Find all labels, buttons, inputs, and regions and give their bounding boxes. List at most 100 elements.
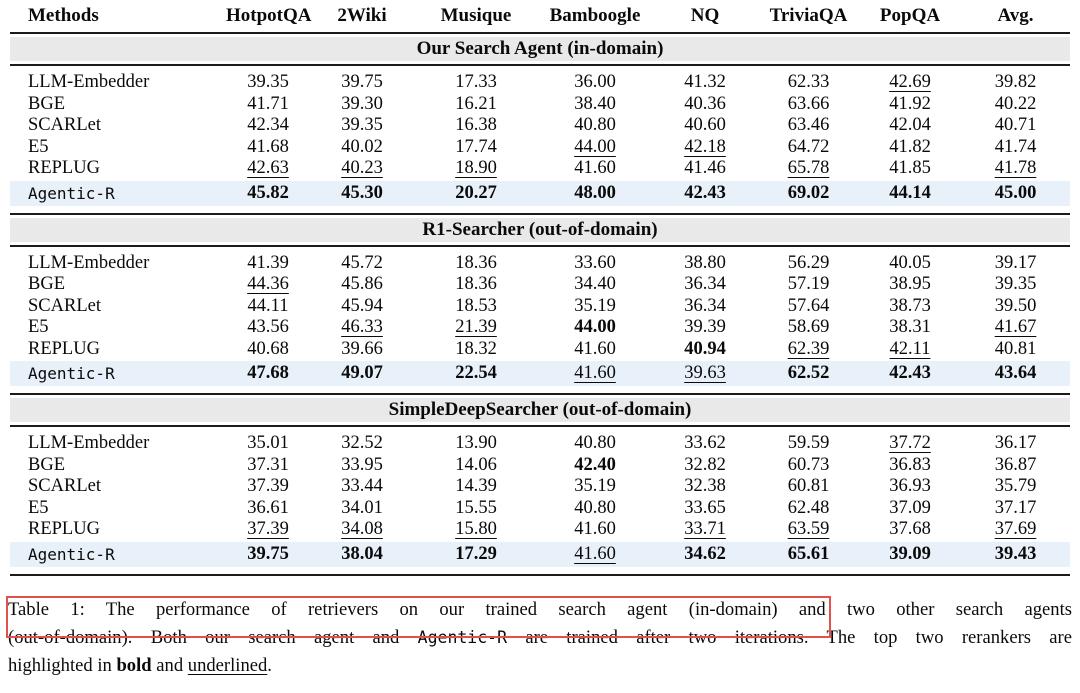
score-value: 45.00 bbox=[994, 182, 1037, 203]
table-row-e5: E5 43.56 46.33 21.39 44.00 39.39 58.69 38.31 41.… bbox=[10, 317, 1070, 339]
score-value: 36.83 bbox=[889, 454, 931, 475]
score-value: 62.52 bbox=[787, 363, 830, 383]
method-name: REPLUG bbox=[28, 519, 100, 540]
score-cell: 18.90 bbox=[414, 158, 538, 179]
score-value: 45.30 bbox=[341, 182, 383, 203]
score-value: 37.17 bbox=[994, 497, 1037, 518]
score-value: 37.69 bbox=[994, 519, 1037, 540]
score-cell: 45.00 bbox=[961, 183, 1070, 204]
table-row-replug: REPLUG 40.68 39.66 18.32 41.60 40.94 62.39 42.1… bbox=[10, 339, 1070, 361]
score-value: 40.71 bbox=[994, 115, 1037, 136]
table-row-scarlet: SCARLet 37.39 33.44 14.39 35.19 32.38 60.81 36.… bbox=[10, 476, 1070, 498]
score-cell: 48.00 bbox=[538, 183, 652, 204]
column-header-hotpotqa: HotpotQA bbox=[226, 5, 312, 27]
score-value: 39.50 bbox=[994, 295, 1037, 316]
table-row-scarlet: SCARLet 42.34 39.35 16.38 40.80 40.60 63.46 42.… bbox=[10, 115, 1070, 137]
score-cell: 40.05 bbox=[859, 253, 961, 274]
score-cell: 45.30 bbox=[310, 183, 414, 204]
score-value: 42.40 bbox=[574, 454, 616, 475]
score-value: 22.54 bbox=[455, 363, 497, 383]
score-cell: 41.60 bbox=[538, 158, 652, 179]
score-cell: 39.39 bbox=[652, 317, 758, 338]
score-cell: 42.43 bbox=[859, 363, 961, 384]
column-header-label: PopQA bbox=[879, 5, 941, 26]
score-value: 39.82 bbox=[994, 72, 1037, 93]
table-row-replug: REPLUG 42.63 40.23 18.90 41.60 41.46 65.78 41.8… bbox=[10, 158, 1070, 180]
score-value: 35.79 bbox=[994, 476, 1037, 497]
score-value: 41.60 bbox=[574, 158, 616, 179]
score-cell: 39.35 bbox=[226, 72, 310, 93]
score-cell: 17.74 bbox=[414, 137, 538, 158]
score-value: 39.35 bbox=[247, 72, 289, 93]
score-value: 45.94 bbox=[341, 295, 383, 316]
score-value: 44.14 bbox=[889, 182, 931, 203]
score-cell: 39.43 bbox=[961, 544, 1070, 565]
column-header-label: 2Wiki bbox=[337, 5, 387, 26]
score-cell: 38.95 bbox=[859, 274, 961, 295]
score-value: 18.90 bbox=[455, 158, 497, 179]
section-rows: LLM-Embedder 39.35 39.75 17.33 36.00 41.32 62.… bbox=[10, 66, 1070, 213]
score-value: 33.62 bbox=[684, 433, 726, 454]
score-cell: 18.36 bbox=[414, 274, 538, 295]
score-value: 63.59 bbox=[787, 519, 830, 540]
score-cell: 42.04 bbox=[859, 115, 961, 136]
score-cell: 44.00 bbox=[538, 317, 652, 338]
column-header-label: NQ bbox=[690, 5, 720, 26]
score-value: 40.22 bbox=[994, 93, 1037, 114]
score-cell: 41.60 bbox=[538, 339, 652, 360]
score-value: 38.04 bbox=[341, 543, 383, 564]
score-cell: 41.67 bbox=[961, 317, 1070, 338]
score-value: 42.63 bbox=[247, 158, 289, 179]
score-cell: 39.50 bbox=[961, 296, 1070, 317]
score-value: 41.71 bbox=[247, 93, 289, 114]
score-cell: 62.33 bbox=[758, 72, 859, 93]
score-cell: 14.39 bbox=[414, 476, 538, 497]
score-cell: 40.22 bbox=[961, 94, 1070, 115]
score-value: 56.29 bbox=[787, 252, 830, 273]
score-value: 33.95 bbox=[341, 454, 383, 475]
score-cell: 34.08 bbox=[310, 519, 414, 540]
section-band-our-search-agent-in-domain: Our Search Agent (in-domain) bbox=[10, 32, 1070, 66]
score-cell: 63.46 bbox=[758, 115, 859, 136]
score-value: 42.34 bbox=[247, 115, 289, 136]
score-value: 18.36 bbox=[455, 252, 497, 273]
score-cell: 58.69 bbox=[758, 317, 859, 338]
score-value: 44.36 bbox=[247, 274, 289, 295]
score-cell: 40.23 bbox=[310, 158, 414, 179]
score-value: 13.90 bbox=[455, 433, 497, 454]
caption-line: (out-of-domain). Both our search agent a… bbox=[8, 624, 1072, 652]
score-value: 36.34 bbox=[684, 274, 726, 295]
score-cell: 15.80 bbox=[414, 519, 538, 540]
score-value: 41.32 bbox=[684, 72, 726, 93]
score-cell: 35.79 bbox=[961, 476, 1070, 497]
score-cell: 33.71 bbox=[652, 519, 758, 540]
score-value: 43.56 bbox=[247, 317, 289, 338]
score-value: 49.07 bbox=[341, 363, 383, 383]
score-value: 37.31 bbox=[247, 454, 289, 475]
score-cell: 57.19 bbox=[758, 274, 859, 295]
score-value: 32.52 bbox=[341, 433, 383, 454]
score-cell: 44.36 bbox=[226, 274, 310, 295]
section-title: SimpleDeepSearcher (out-of-domain) bbox=[10, 398, 1070, 422]
score-cell: 42.11 bbox=[859, 339, 961, 360]
score-value: 37.68 bbox=[889, 519, 931, 540]
score-cell: 33.62 bbox=[652, 433, 758, 454]
score-value: 41.85 bbox=[889, 158, 931, 179]
score-value: 42.18 bbox=[684, 136, 726, 157]
score-value: 17.33 bbox=[455, 72, 497, 93]
score-cell: 39.75 bbox=[310, 72, 414, 93]
score-value: 33.44 bbox=[341, 476, 383, 497]
table-caption: Table 1: The performance of retrievers o… bbox=[8, 596, 1072, 680]
score-cell: 37.31 bbox=[226, 455, 310, 476]
score-value: 17.74 bbox=[455, 136, 497, 157]
score-value: 34.08 bbox=[341, 519, 383, 540]
score-value: 40.68 bbox=[247, 338, 289, 359]
method-name: LLM-Embedder bbox=[28, 433, 150, 454]
score-cell: 41.82 bbox=[859, 137, 961, 158]
score-cell: 40.80 bbox=[538, 115, 652, 136]
score-cell: 37.09 bbox=[859, 498, 961, 519]
section-rows: LLM-Embedder 35.01 32.52 13.90 40.80 33.62 59.… bbox=[10, 427, 1070, 574]
score-value: 37.39 bbox=[247, 476, 289, 497]
score-cell: 42.34 bbox=[226, 115, 310, 136]
score-value: 41.60 bbox=[574, 519, 616, 540]
